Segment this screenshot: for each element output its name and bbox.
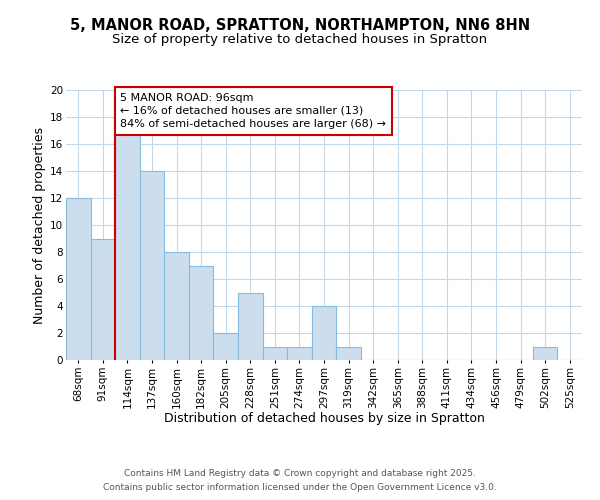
- Bar: [287, 346, 312, 360]
- Text: 5, MANOR ROAD, SPRATTON, NORTHAMPTON, NN6 8HN: 5, MANOR ROAD, SPRATTON, NORTHAMPTON, NN…: [70, 18, 530, 32]
- Bar: [115, 130, 140, 360]
- Bar: [533, 346, 557, 360]
- Text: Contains HM Land Registry data © Crown copyright and database right 2025.: Contains HM Land Registry data © Crown c…: [124, 468, 476, 477]
- Text: Contains public sector information licensed under the Open Government Licence v3: Contains public sector information licen…: [103, 484, 497, 492]
- Y-axis label: Number of detached properties: Number of detached properties: [33, 126, 46, 324]
- Bar: [189, 266, 214, 360]
- Text: Size of property relative to detached houses in Spratton: Size of property relative to detached ho…: [112, 32, 488, 46]
- X-axis label: Distribution of detached houses by size in Spratton: Distribution of detached houses by size …: [164, 412, 484, 425]
- Bar: [336, 346, 361, 360]
- Bar: [140, 171, 164, 360]
- Text: 5 MANOR ROAD: 96sqm
← 16% of detached houses are smaller (13)
84% of semi-detach: 5 MANOR ROAD: 96sqm ← 16% of detached ho…: [120, 92, 386, 129]
- Bar: [66, 198, 91, 360]
- Bar: [312, 306, 336, 360]
- Bar: [238, 292, 263, 360]
- Bar: [164, 252, 189, 360]
- Bar: [91, 238, 115, 360]
- Bar: [214, 333, 238, 360]
- Bar: [263, 346, 287, 360]
